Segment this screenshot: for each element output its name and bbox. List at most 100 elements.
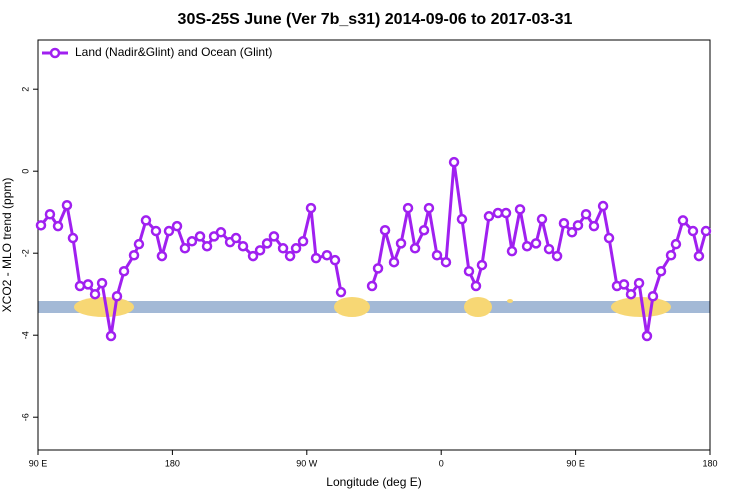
data-point: [625, 288, 637, 300]
data-point: [150, 225, 162, 237]
data-point: [254, 245, 266, 256]
data-point: [52, 220, 64, 232]
data-point: [483, 211, 495, 222]
y-tick-label: -6: [20, 413, 30, 421]
data-point: [700, 225, 712, 237]
data-point: [171, 220, 183, 232]
data-point: [297, 236, 309, 247]
data-point: [284, 250, 296, 262]
data-point: [440, 256, 452, 268]
y-tick-label: -2: [20, 249, 30, 257]
data-point: [388, 256, 400, 268]
data-point: [237, 240, 249, 252]
data-point: [179, 243, 191, 254]
data-point: [476, 259, 488, 271]
data-point: [82, 279, 94, 290]
data-point: [572, 220, 584, 231]
data-point: [321, 250, 333, 261]
data-point: [290, 243, 302, 254]
data-point: [310, 252, 322, 264]
data-point: [201, 240, 213, 252]
data-point: [463, 265, 475, 277]
y-tick-label: -4: [20, 331, 30, 339]
y-tick-label: 2: [20, 87, 30, 92]
x-axis-label: Longitude (deg E): [326, 475, 421, 489]
data-point: [268, 231, 280, 242]
data-point: [521, 240, 533, 252]
legend-marker: [49, 47, 61, 59]
data-point: [140, 215, 152, 226]
data-point: [186, 236, 198, 247]
data-point: [492, 207, 504, 219]
data-point: [500, 207, 512, 219]
data-point: [67, 232, 79, 244]
data-point: [44, 209, 56, 220]
data-point: [133, 238, 145, 250]
data-point: [329, 254, 341, 266]
data-point: [418, 224, 430, 236]
chart-title: 30S-25S June (Ver 7b_s31) 2014-09-06 to …: [178, 11, 573, 28]
data-point: [74, 280, 86, 292]
data-point: [35, 220, 47, 231]
y-tick-label: 0: [20, 169, 30, 174]
data-point: [633, 277, 645, 289]
x-tick-label: 90 E: [29, 458, 48, 468]
data-point: [379, 224, 391, 236]
data-point: [470, 280, 482, 292]
x-tick-label: 0: [439, 458, 444, 468]
data-point: [261, 238, 273, 249]
data-point: [530, 238, 542, 249]
data-point: [665, 250, 677, 261]
data-point: [423, 202, 435, 214]
data-point: [551, 250, 563, 262]
data-point: [105, 330, 117, 342]
data-point: [366, 280, 378, 292]
data-point: [588, 220, 600, 232]
data-point: [536, 213, 548, 225]
data-point: [618, 279, 630, 290]
data-point: [409, 243, 421, 254]
data-point: [215, 227, 227, 238]
x-tick-label: 90 E: [566, 458, 585, 468]
data-point: [514, 204, 526, 215]
data-point: [603, 232, 615, 244]
data-point: [693, 250, 705, 262]
data-point: [277, 243, 289, 254]
data-point: [677, 215, 689, 226]
data-point: [641, 330, 653, 342]
data-point: [156, 250, 168, 262]
data-point: [580, 209, 592, 220]
data-point: [61, 199, 73, 211]
data-point: [431, 250, 443, 261]
data-point: [96, 277, 108, 289]
data-point: [558, 218, 570, 229]
data-point: [448, 156, 460, 168]
data-point: [305, 202, 317, 214]
plot-frame: [37, 39, 711, 451]
data-point: [128, 250, 140, 261]
data-point: [395, 238, 407, 249]
data-point: [194, 231, 206, 242]
x-tick-label: 180: [702, 458, 717, 468]
data-point: [163, 225, 175, 237]
y-axis-label: XCO2 - MLO trend (ppm): [0, 178, 14, 313]
data-point: [230, 232, 242, 244]
data-point: [335, 286, 347, 298]
data-point: [687, 225, 699, 237]
data-point: [597, 200, 609, 212]
data-point: [402, 202, 414, 214]
data-point: [456, 213, 468, 225]
data-point: [118, 265, 130, 277]
data-point: [506, 245, 518, 257]
legend-label: Land (Nadir&Glint) and Ocean (Glint): [75, 45, 272, 59]
data-point: [655, 265, 667, 277]
x-tick-label: 180: [165, 458, 180, 468]
data-point: [647, 291, 659, 302]
data-point: [89, 288, 101, 300]
data-point: [670, 238, 682, 250]
data-point: [111, 291, 123, 302]
x-tick-label: 90 W: [296, 458, 318, 468]
data-point: [372, 263, 384, 274]
data-point: [566, 227, 578, 238]
